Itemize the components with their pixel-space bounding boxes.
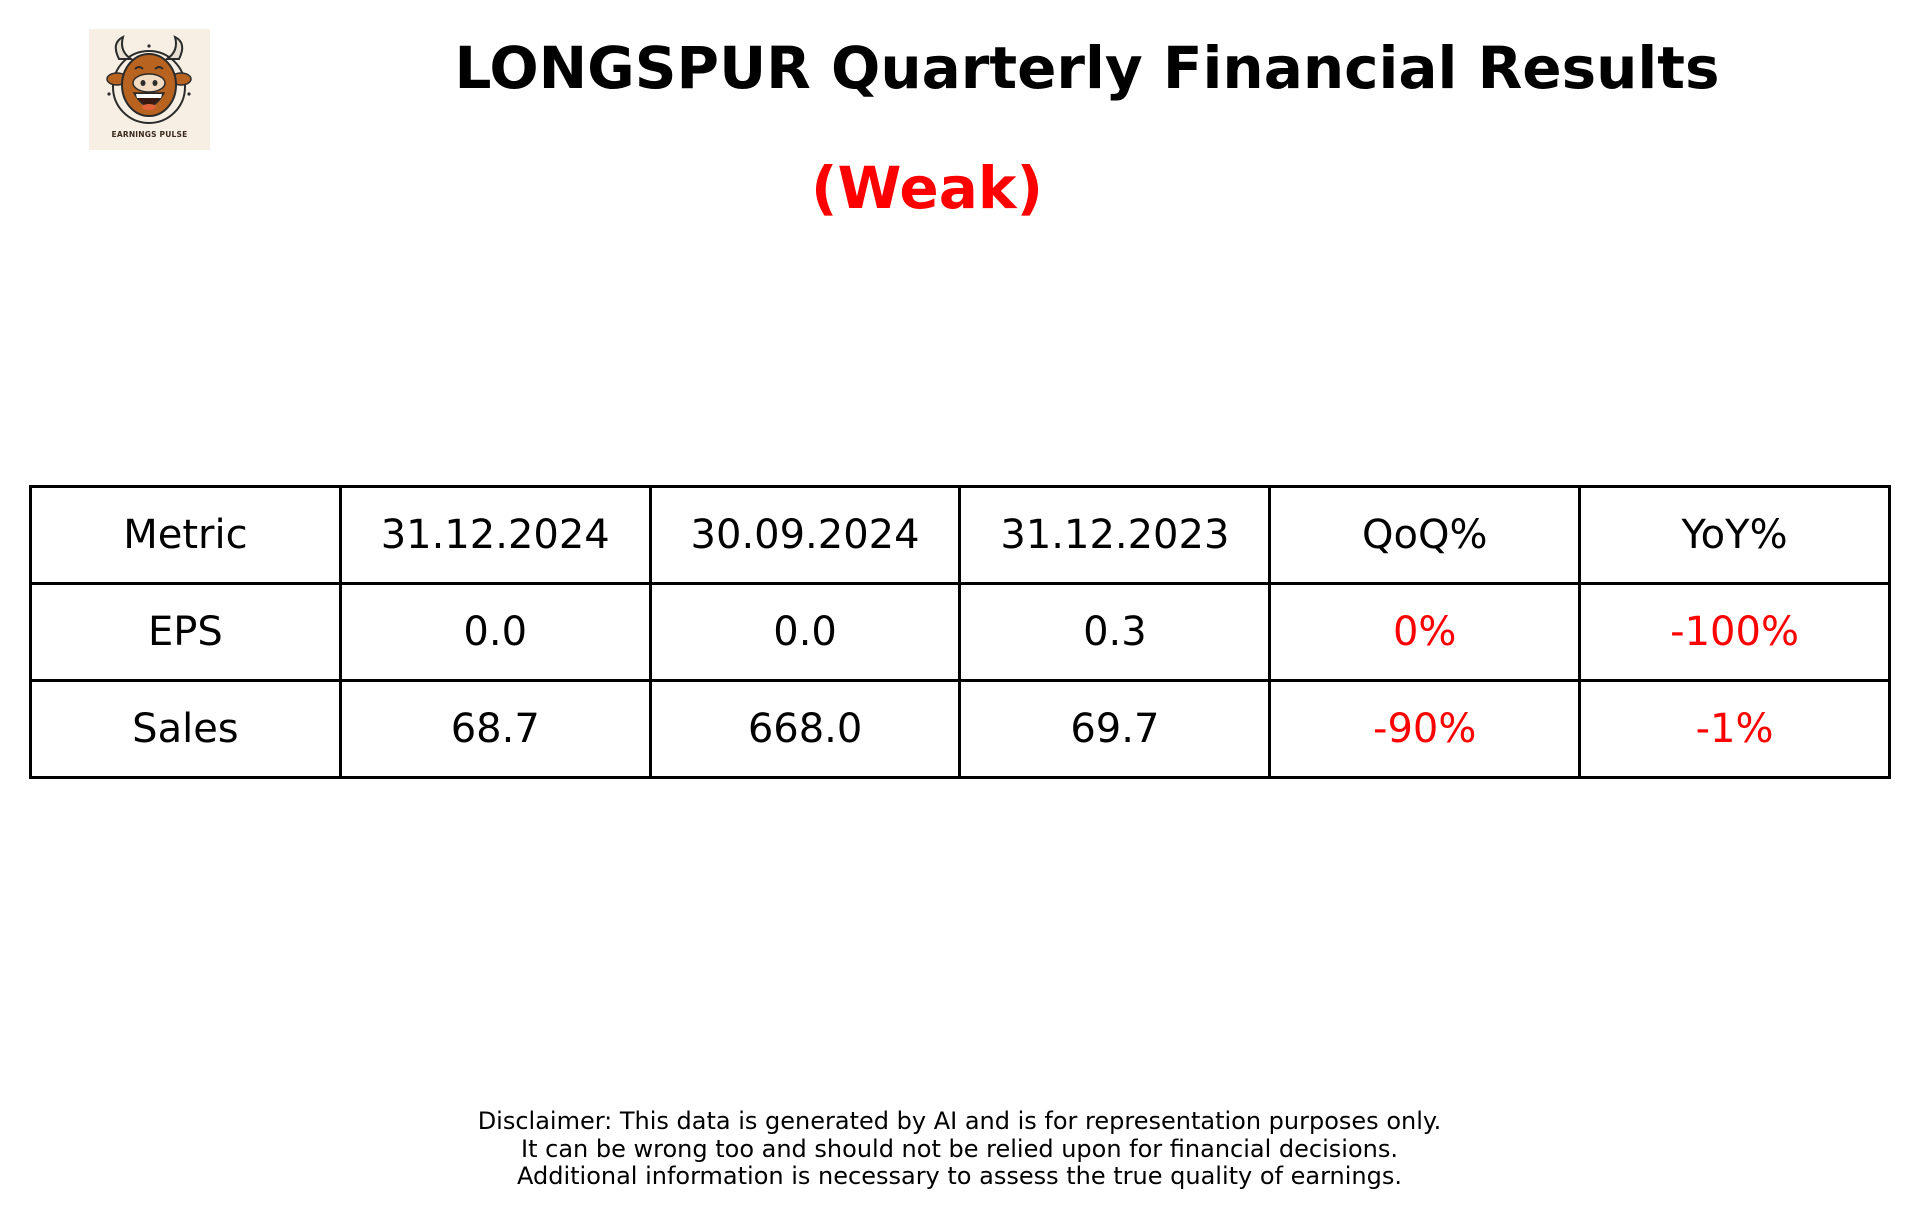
rating-label: (Weak) [811, 154, 1043, 222]
previous-quarter-value: 0.0 [648, 582, 962, 682]
header-previous-quarter: 30.09.2024 [648, 485, 962, 585]
logo: EARNINGS PULSE [89, 29, 210, 150]
year-ago-value: 69.7 [958, 679, 1272, 779]
page-title: LONGSPUR Quarterly Financial Results [454, 34, 1720, 102]
header-qoq: QoQ% [1268, 485, 1582, 585]
disclaimer-line: Disclaimer: This data is generated by AI… [477, 1107, 1442, 1135]
year-ago-value: 0.3 [958, 582, 1272, 682]
qoq-change: 0% [1268, 582, 1582, 682]
table-row: Sales 68.7 668.0 69.7 -90% -1% [29, 679, 1891, 779]
qoq-change: -90% [1268, 679, 1582, 779]
table-header-row: Metric 31.12.2024 30.09.2024 31.12.2023 … [29, 485, 1891, 585]
header-year-ago-quarter: 31.12.2023 [958, 485, 1272, 585]
previous-quarter-value: 668.0 [648, 679, 962, 779]
current-value: 68.7 [338, 679, 652, 779]
header-current-quarter: 31.12.2024 [338, 485, 652, 585]
yoy-change: -100% [1578, 582, 1891, 682]
disclaimer-line: Additional information is necessary to a… [516, 1162, 1402, 1190]
table-row: EPS 0.0 0.0 0.3 0% -100% [29, 582, 1891, 682]
current-value: 0.0 [338, 582, 652, 682]
metric-name: EPS [29, 582, 342, 682]
results-table: Metric 31.12.2024 30.09.2024 31.12.2023 … [29, 485, 1891, 779]
yoy-change: -1% [1578, 679, 1891, 779]
metric-name: Sales [29, 679, 342, 779]
header-metric: Metric [29, 485, 342, 585]
disclaimer: Disclaimer: This data is generated by AI… [0, 1107, 1919, 1191]
logo-text: EARNINGS PULSE [111, 130, 188, 139]
header-yoy: YoY% [1578, 485, 1891, 585]
disclaimer-line: It can be wrong too and should not be re… [521, 1134, 1398, 1163]
bull-mascot-icon [106, 35, 192, 124]
